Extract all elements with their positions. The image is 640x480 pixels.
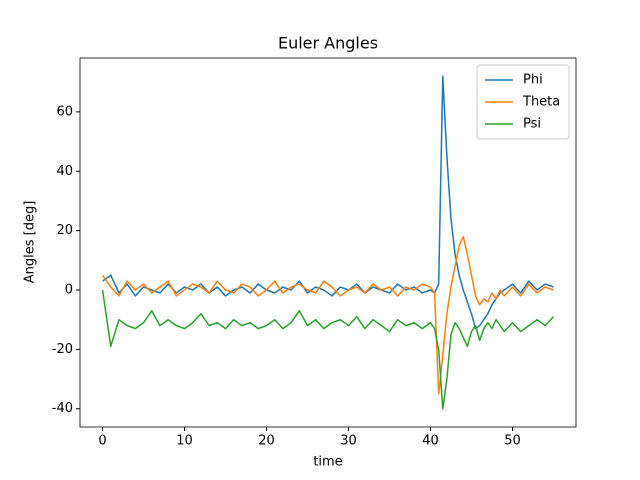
y-tick-label: -40 [52, 401, 73, 416]
legend-box [476, 64, 570, 140]
y-tick-label: 40 [56, 164, 73, 179]
y-tick-label: 0 [65, 282, 73, 297]
y-tick-label: 60 [56, 104, 73, 119]
legend-label: Psi [523, 117, 541, 132]
line-series [101, 235, 554, 395]
x-axis-label: time [313, 455, 342, 470]
y-tick-label: 20 [56, 223, 73, 238]
line-series [101, 289, 555, 410]
x-tick-label: 40 [422, 434, 439, 449]
plot-frame [79, 57, 577, 428]
x-tick-label: 20 [258, 434, 275, 449]
x-tick-label: 0 [98, 434, 106, 449]
y-tick-label: -20 [52, 342, 73, 357]
legend-label: Phi [523, 73, 543, 88]
legend-label: Theta [522, 95, 560, 110]
x-tick-label: 50 [504, 434, 521, 449]
x-tick-label: 10 [176, 434, 193, 449]
y-axis-label: Angles [deg] [23, 201, 38, 284]
chart-title: Euler Angles [278, 34, 378, 53]
x-tick-label: 30 [340, 434, 357, 449]
